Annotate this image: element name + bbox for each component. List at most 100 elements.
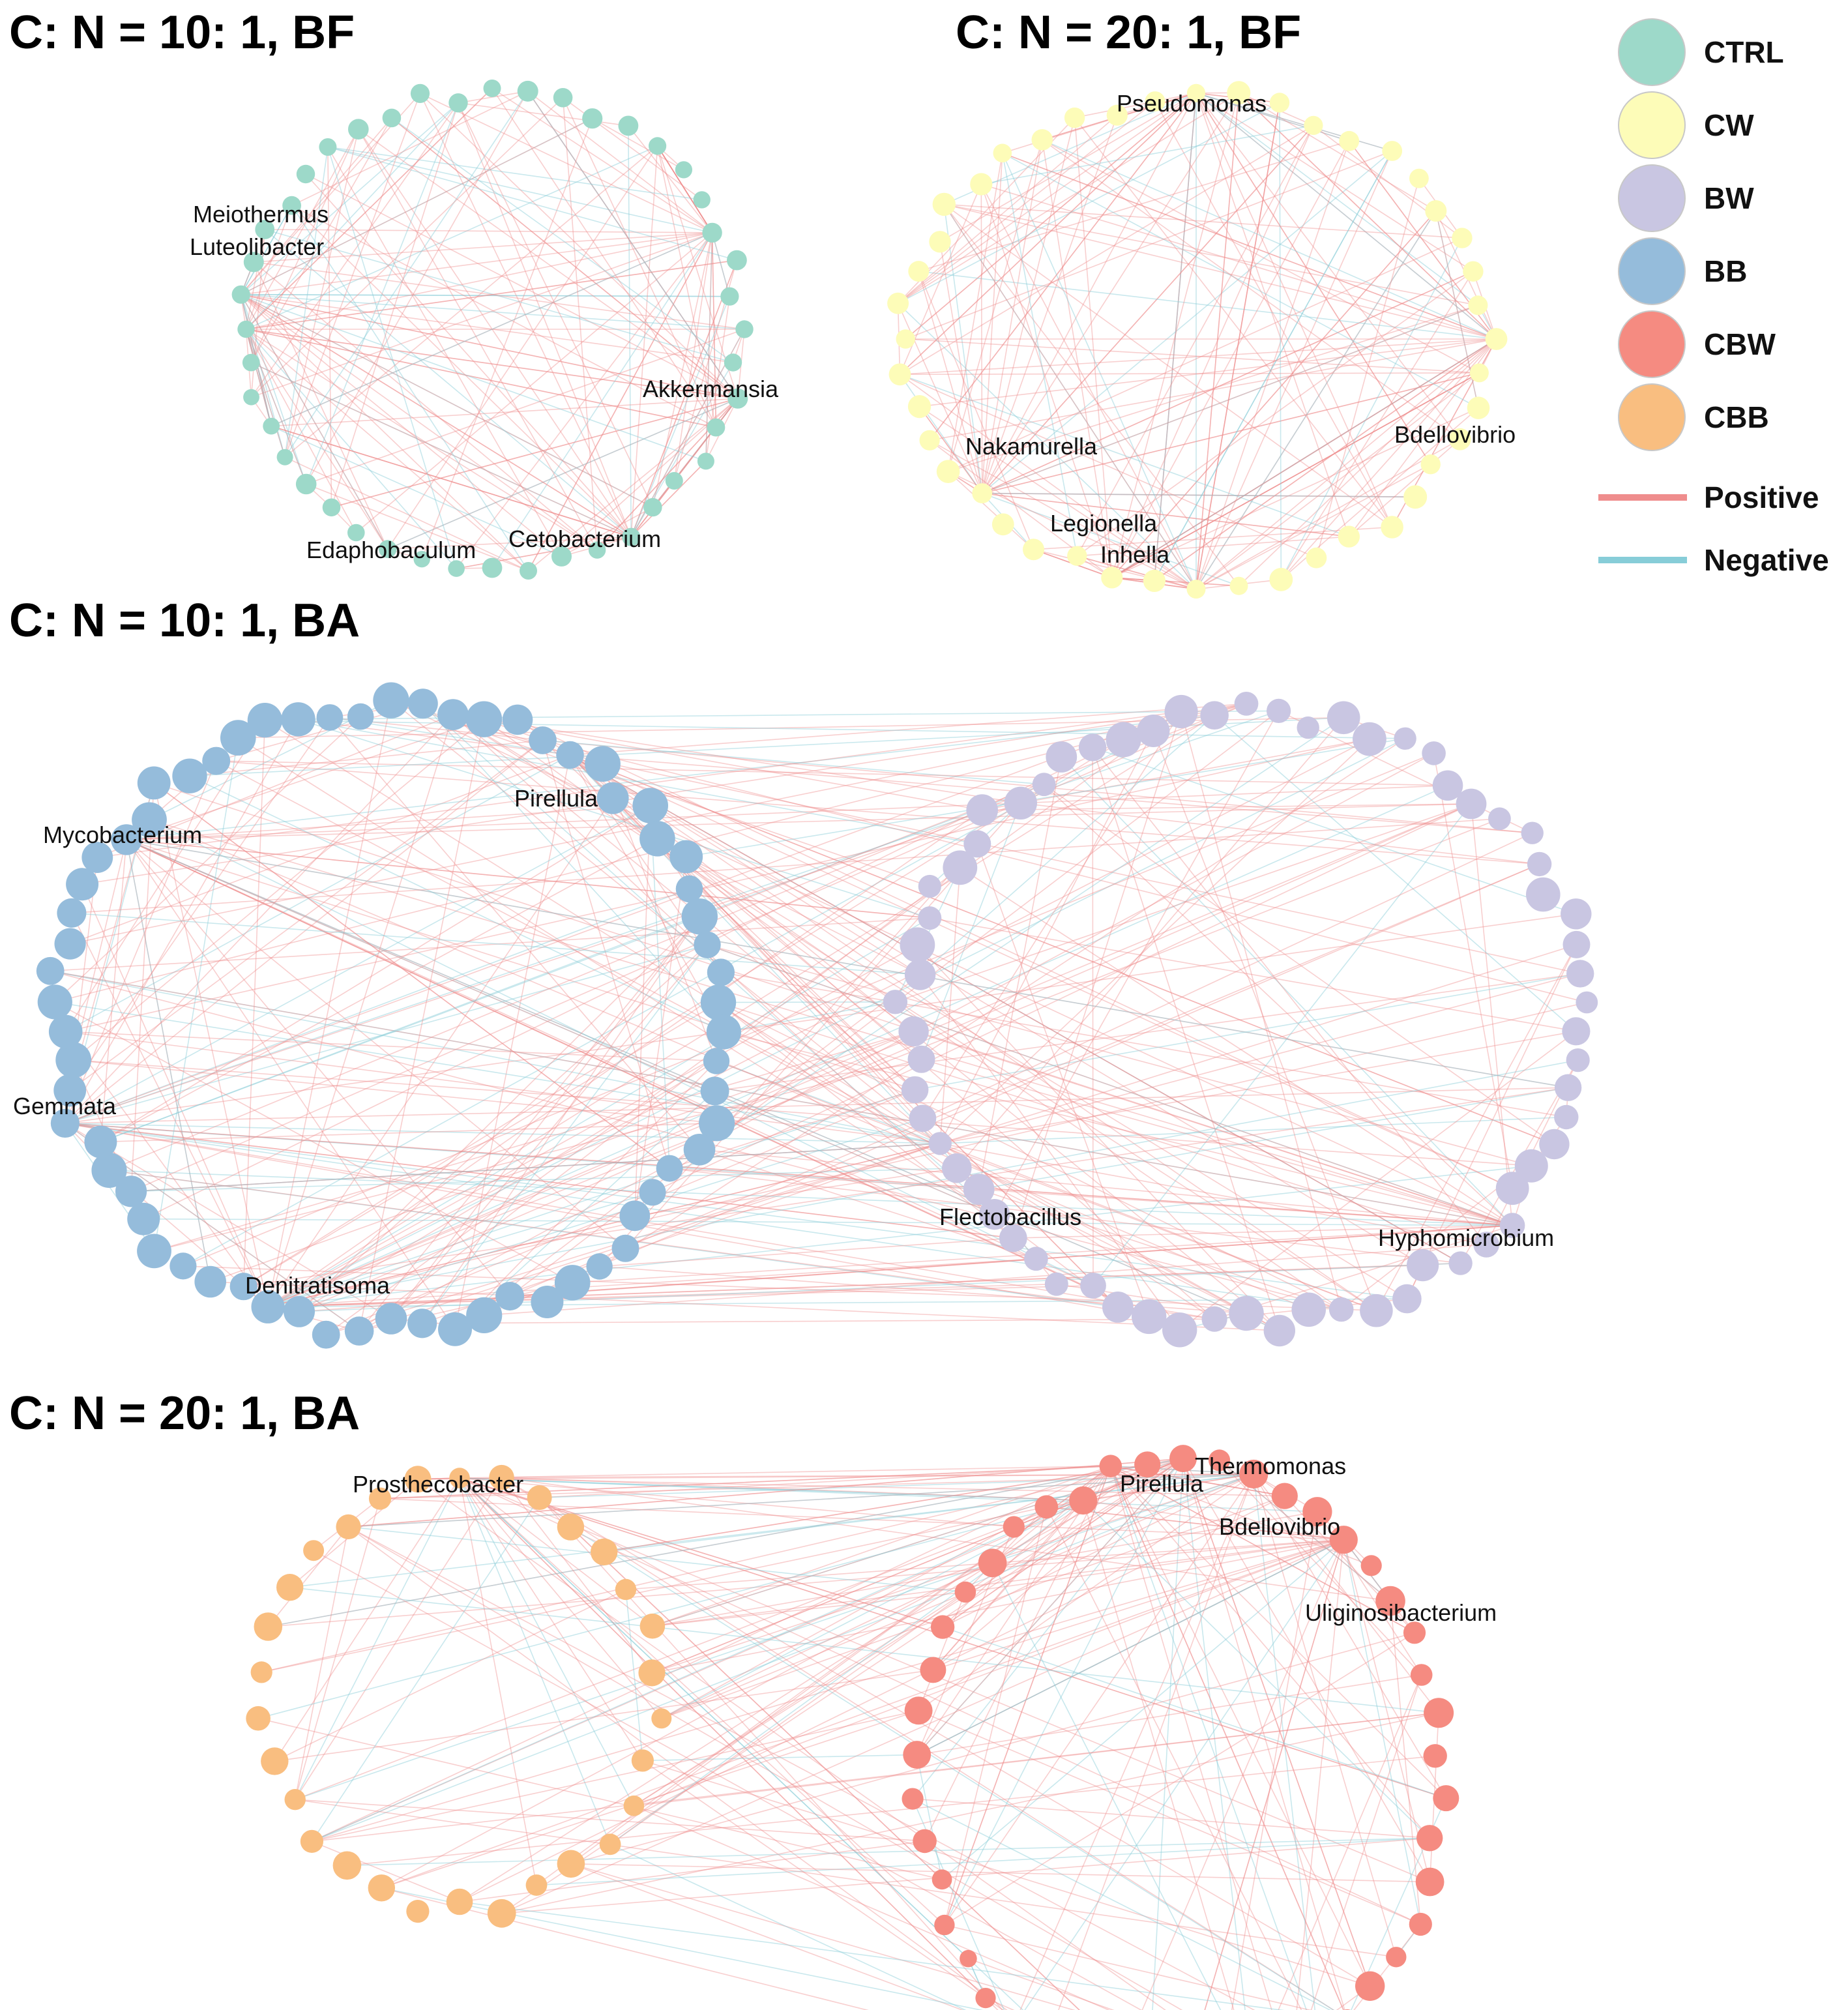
positive-edge	[1195, 93, 1474, 272]
positive-edge	[459, 1477, 653, 1627]
network-node-bb	[202, 746, 231, 775]
network-node-bb	[669, 840, 703, 874]
positive-edge	[1195, 372, 1480, 590]
positive-edge	[81, 703, 1247, 885]
network-node-cw	[1145, 91, 1166, 112]
positive-edge	[980, 184, 1113, 578]
positive-edge	[944, 1507, 1048, 1925]
positive-edge	[306, 483, 529, 572]
network-node-cbw	[931, 1869, 952, 1890]
network-node-bw	[1291, 1292, 1326, 1327]
positive-edge	[1238, 92, 1497, 340]
positive-edge	[1195, 151, 1393, 589]
network-node-bw	[1432, 770, 1463, 801]
network-node-cbw	[1034, 1495, 1059, 1519]
positive-edge	[271, 425, 632, 538]
positive-edge	[459, 1477, 537, 1885]
network-node-bw	[1229, 1295, 1264, 1331]
network-node-bw	[1267, 698, 1291, 723]
positive-edge	[491, 88, 717, 428]
network-node-ctrl	[282, 196, 301, 215]
positive-edge	[1111, 210, 1437, 578]
positive-edge	[656, 145, 713, 233]
positive-edge	[358, 128, 632, 538]
positive-edge	[245, 329, 286, 458]
positive-edge	[295, 1799, 925, 1842]
negative-edge	[1002, 153, 1479, 409]
negative-edge	[295, 1473, 1254, 1800]
positive-edge	[527, 232, 713, 571]
network-node-bb	[495, 1282, 525, 1311]
positive-edge	[982, 492, 1349, 537]
network-node-cw	[970, 173, 993, 196]
positive-edge	[284, 456, 529, 572]
positive-edge	[905, 93, 1197, 340]
negative-edge	[459, 1477, 1083, 1501]
positive-edge	[254, 232, 712, 263]
positive-edge	[73, 718, 485, 1061]
positive-edge	[1152, 730, 1377, 1311]
positive-edge	[391, 117, 739, 399]
network-node-bw	[1201, 1306, 1227, 1332]
positive-edge	[1074, 117, 1113, 578]
positive-edge	[981, 183, 1497, 340]
network-node-cbw	[1424, 1698, 1454, 1728]
negative-edge	[459, 1477, 1024, 2010]
positive-edge	[1111, 338, 1497, 578]
positive-edge	[1315, 178, 1420, 558]
negative-edge	[917, 1458, 1184, 1756]
positive-edge	[992, 1539, 1344, 1564]
positive-edge	[1020, 803, 1540, 865]
positive-edge	[1013, 1224, 1513, 1239]
positive-edge	[65, 718, 299, 1124]
positive-edge	[652, 1465, 1111, 1627]
network-edges-bf-10	[240, 87, 745, 572]
positive-edge	[1111, 93, 1240, 578]
positive-edge	[250, 97, 564, 398]
negative-edge	[459, 1477, 635, 1807]
network-node-bw	[1106, 722, 1141, 758]
network-node-bw	[1566, 960, 1594, 988]
negative-edge	[100, 916, 700, 1143]
network-node-bb	[132, 802, 167, 838]
positive-edge	[1092, 746, 1487, 1245]
network-node-cw	[1403, 485, 1428, 509]
positive-edge	[1042, 139, 1480, 374]
negative-edge	[978, 1087, 1568, 1190]
positive-edge	[387, 398, 739, 550]
negative-edge	[916, 1754, 943, 1880]
positive-edge	[921, 1059, 1513, 1226]
network-node-cbw	[1134, 1451, 1161, 1478]
negative-edge	[268, 1458, 1184, 1627]
positive-edge	[1077, 536, 1349, 557]
network-node-cw	[993, 143, 1012, 163]
positive-edge	[1111, 210, 1437, 578]
positive-edge	[501, 1837, 1430, 1914]
network-node-bw	[1561, 898, 1592, 930]
positive-edge	[718, 1001, 1487, 1245]
positive-edge	[1110, 1466, 1344, 2010]
network-node-bw	[1566, 1048, 1590, 1072]
positive-edge	[982, 492, 1349, 537]
positive-edge	[246, 329, 738, 400]
positive-edge	[724, 1031, 1280, 1331]
network-node-cw	[1229, 576, 1248, 595]
positive-edge	[312, 1539, 1344, 1842]
positive-edge	[459, 1477, 986, 1999]
positive-edge	[718, 1001, 980, 1190]
network-node-bb	[251, 1290, 285, 1323]
network-node-bw	[966, 794, 998, 826]
positive-edge	[634, 1539, 1344, 1807]
positive-edge	[570, 1632, 1415, 1865]
network-node-bb	[502, 704, 533, 735]
positive-edge	[1111, 577, 1239, 587]
positive-edge	[1111, 372, 1480, 578]
negative-edge	[327, 146, 737, 261]
network-node-cbb	[404, 1466, 432, 1493]
positive-edge	[939, 1143, 1377, 1311]
positive-edge	[939, 730, 1154, 1144]
negative-edge	[55, 1001, 941, 1144]
network-node-cbb	[449, 1468, 470, 1488]
positive-edge	[1074, 93, 1197, 119]
positive-edge	[274, 1589, 626, 1762]
